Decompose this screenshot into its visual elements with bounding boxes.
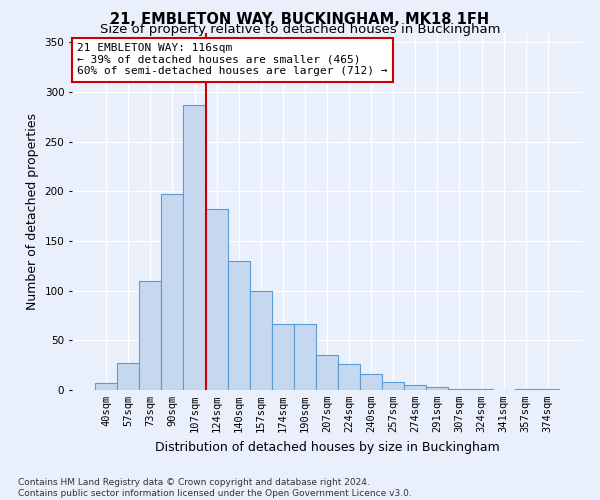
Bar	[294, 324, 316, 390]
Bar	[382, 382, 404, 390]
Bar	[250, 290, 272, 390]
Y-axis label: Number of detached properties: Number of detached properties	[26, 113, 39, 310]
Bar	[184, 105, 206, 390]
Bar	[316, 355, 338, 390]
Bar	[427, 387, 448, 390]
Bar	[338, 364, 360, 390]
Text: 21 EMBLETON WAY: 116sqm
← 39% of detached houses are smaller (465)
60% of semi-d: 21 EMBLETON WAY: 116sqm ← 39% of detache…	[77, 43, 388, 76]
Bar	[448, 389, 470, 390]
Bar	[161, 194, 184, 390]
Bar	[515, 389, 537, 390]
Text: 21, EMBLETON WAY, BUCKINGHAM, MK18 1FH: 21, EMBLETON WAY, BUCKINGHAM, MK18 1FH	[110, 12, 490, 26]
Bar	[272, 324, 294, 390]
Bar	[117, 363, 139, 390]
Text: Contains HM Land Registry data © Crown copyright and database right 2024.
Contai: Contains HM Land Registry data © Crown c…	[18, 478, 412, 498]
Bar	[206, 210, 227, 390]
X-axis label: Distribution of detached houses by size in Buckingham: Distribution of detached houses by size …	[155, 440, 499, 454]
Text: Size of property relative to detached houses in Buckingham: Size of property relative to detached ho…	[100, 22, 500, 36]
Bar	[139, 281, 161, 390]
Bar	[227, 261, 250, 390]
Bar	[95, 383, 117, 390]
Bar	[404, 385, 427, 390]
Bar	[360, 374, 382, 390]
Bar	[470, 389, 493, 390]
Bar	[537, 389, 559, 390]
